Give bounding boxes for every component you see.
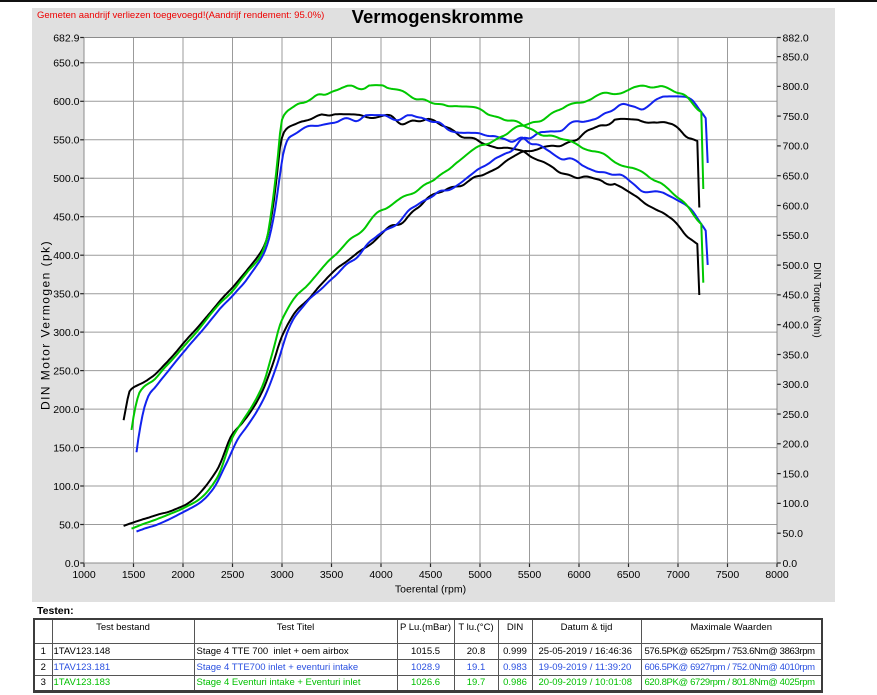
svg-text:4500: 4500 <box>419 569 443 581</box>
svg-text:Toerental (rpm): Toerental (rpm) <box>395 584 466 596</box>
svg-text:3500: 3500 <box>320 569 344 581</box>
svg-text:850.0: 850.0 <box>783 51 809 63</box>
svg-text:150.0: 150.0 <box>783 468 809 480</box>
svg-text:200.0: 200.0 <box>783 439 809 451</box>
svg-text:700.0: 700.0 <box>783 141 809 153</box>
svg-text:50.0: 50.0 <box>59 519 80 531</box>
svg-text:3000: 3000 <box>270 569 294 581</box>
svg-text:5500: 5500 <box>518 569 542 581</box>
svg-text:750.0: 750.0 <box>783 111 809 123</box>
svg-text:150.0: 150.0 <box>53 442 79 454</box>
svg-text:8000: 8000 <box>765 569 789 581</box>
svg-text:0.0: 0.0 <box>65 558 80 570</box>
svg-text:5000: 5000 <box>468 569 492 581</box>
svg-text:2000: 2000 <box>171 569 195 581</box>
svg-text:1500: 1500 <box>122 569 146 581</box>
svg-text:250.0: 250.0 <box>783 409 809 421</box>
svg-text:650.0: 650.0 <box>53 58 79 70</box>
svg-text:550.0: 550.0 <box>783 230 809 242</box>
svg-text:300.0: 300.0 <box>783 379 809 391</box>
svg-text:250.0: 250.0 <box>53 365 79 377</box>
svg-text:7500: 7500 <box>716 569 740 581</box>
svg-text:882.0: 882.0 <box>783 32 809 44</box>
svg-text:350.0: 350.0 <box>53 289 79 301</box>
svg-text:4000: 4000 <box>369 569 393 581</box>
svg-text:450.0: 450.0 <box>53 212 79 224</box>
svg-text:500.0: 500.0 <box>783 260 809 272</box>
svg-text:600.0: 600.0 <box>783 200 809 212</box>
svg-text:100.0: 100.0 <box>53 481 79 493</box>
svg-text:400.0: 400.0 <box>783 320 809 332</box>
svg-text:450.0: 450.0 <box>783 290 809 302</box>
svg-text:600.0: 600.0 <box>53 96 79 108</box>
svg-text:200.0: 200.0 <box>53 404 79 416</box>
svg-text:50.0: 50.0 <box>783 528 804 540</box>
svg-text:DIN Motor Vermogen (pk): DIN Motor Vermogen (pk) <box>39 240 53 410</box>
svg-text:DIN Torque (Nm): DIN Torque (Nm) <box>811 262 822 337</box>
svg-text:400.0: 400.0 <box>53 250 79 262</box>
svg-text:0.0: 0.0 <box>783 558 798 570</box>
svg-text:7000: 7000 <box>666 569 690 581</box>
svg-text:650.0: 650.0 <box>783 171 809 183</box>
svg-text:6000: 6000 <box>567 569 591 581</box>
svg-text:100.0: 100.0 <box>783 498 809 510</box>
svg-text:300.0: 300.0 <box>53 327 79 339</box>
svg-text:500.0: 500.0 <box>53 173 79 185</box>
svg-text:550.0: 550.0 <box>53 135 79 147</box>
svg-text:682.9: 682.9 <box>53 32 79 44</box>
svg-text:1000: 1000 <box>72 569 96 581</box>
svg-text:800.0: 800.0 <box>783 81 809 93</box>
svg-text:6500: 6500 <box>617 569 641 581</box>
svg-text:350.0: 350.0 <box>783 349 809 361</box>
svg-text:2500: 2500 <box>221 569 245 581</box>
